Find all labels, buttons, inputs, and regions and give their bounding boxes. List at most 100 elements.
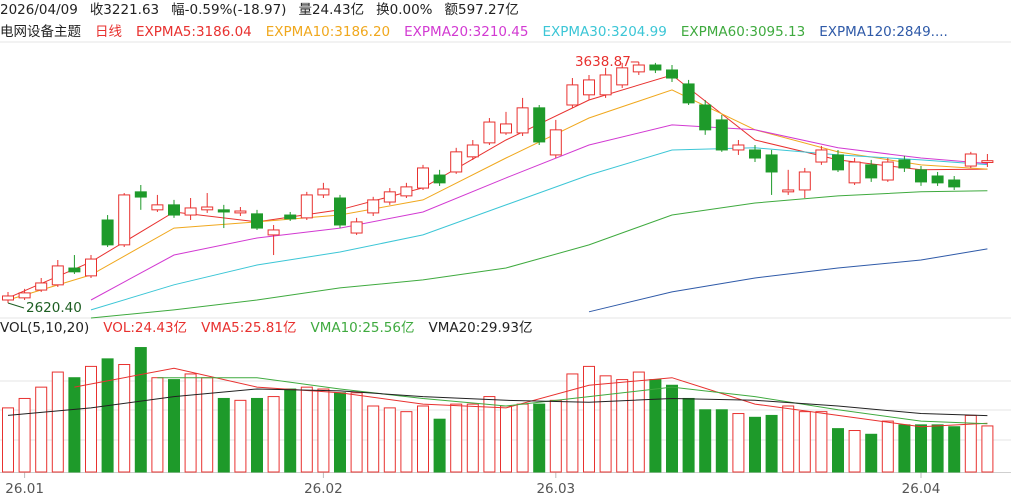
candle-body	[632, 64, 645, 73]
candle-body	[599, 74, 612, 96]
candle-body	[915, 169, 927, 183]
volume-bar	[466, 403, 479, 473]
volume-bar	[383, 407, 396, 473]
indicator-line	[7, 89, 988, 301]
volume-bar	[749, 416, 761, 473]
candle-body	[649, 64, 662, 71]
indicator-line	[90, 190, 988, 319]
volume-bar	[798, 411, 811, 473]
candle-body	[367, 199, 380, 214]
indicator-line	[7, 74, 988, 299]
candle-body	[118, 194, 131, 246]
legend-entry: VOL:24.43亿	[103, 320, 187, 336]
candle-body	[981, 160, 994, 164]
x-tick-label: 26.04	[902, 481, 941, 497]
volume-bar	[201, 377, 214, 473]
volume-bar	[549, 399, 562, 473]
volume-bar	[632, 371, 645, 473]
legend-entry: EXPMA120:2849....	[819, 24, 948, 40]
volume-bar	[782, 405, 795, 473]
volume-bar	[765, 414, 778, 473]
candle-body	[798, 171, 811, 191]
candle-body	[964, 153, 977, 167]
candle-body	[300, 194, 313, 219]
volume-bar	[832, 428, 844, 473]
volume-bar	[599, 375, 612, 473]
candle-body	[666, 69, 678, 79]
annotation: 3638.87	[575, 54, 631, 70]
candle-body	[85, 258, 97, 277]
volume-bar	[915, 424, 927, 473]
annotation: 2620.40	[26, 300, 82, 316]
candle-body	[134, 191, 147, 198]
candle-body	[881, 161, 894, 181]
volume-bar	[616, 379, 629, 473]
turnover: 换0.00%	[376, 2, 433, 18]
candle-body	[782, 189, 795, 193]
volume-bar	[450, 403, 463, 473]
volume-bar	[151, 377, 164, 473]
candle-body	[500, 123, 512, 134]
amount: 额597.27亿	[444, 2, 519, 18]
volume-bar	[500, 405, 512, 473]
volume-bar	[18, 397, 31, 473]
candle-body	[450, 151, 463, 173]
candle-body	[184, 207, 197, 216]
indicator-line	[157, 377, 988, 425]
volume-bar	[948, 426, 961, 473]
candle-body	[68, 267, 81, 273]
candle-body	[483, 121, 496, 144]
candle-body	[383, 191, 396, 203]
legend-entry: VOL(5,10,20)	[0, 320, 89, 336]
candle-body	[898, 159, 911, 169]
candle-body	[267, 229, 280, 236]
candle-body	[201, 206, 214, 211]
candle-body	[168, 204, 180, 216]
volume-bar	[267, 396, 280, 473]
volume-bar	[898, 424, 911, 473]
volume-bar	[732, 413, 745, 473]
volume-bar	[848, 430, 861, 473]
volume-bar	[85, 365, 97, 473]
candle-body	[35, 282, 48, 291]
volume-bar	[649, 379, 662, 473]
legend-entry: EXPMA60:3095.13	[681, 24, 805, 40]
volume-bar	[815, 411, 828, 473]
candle-body	[865, 164, 878, 179]
volume-bar	[101, 358, 114, 473]
candle-body	[2, 295, 14, 301]
volume-bar	[566, 373, 579, 473]
date: 2026/04/09	[0, 2, 78, 18]
volume-bar	[516, 403, 529, 473]
volume-bar	[931, 424, 944, 473]
volume-bar	[666, 384, 678, 473]
candle-body	[533, 107, 546, 143]
legend-entry: 电网设备主题	[0, 23, 81, 40]
legend-entry: EXPMA10:3186.20	[266, 24, 390, 40]
volume-bar	[334, 392, 346, 473]
volume-bar	[400, 411, 413, 473]
indicator-line	[90, 124, 988, 301]
candle-body	[682, 83, 695, 104]
volume-bar	[881, 420, 894, 473]
legend-entry: EXPMA5:3186.04	[136, 24, 252, 40]
volume-bar	[134, 347, 147, 473]
candle-body	[400, 186, 413, 197]
x-tick-label: 26.01	[5, 481, 44, 497]
volume-bar	[350, 392, 363, 473]
legend-entry: EXPMA30:3204.99	[542, 24, 666, 40]
volume-bar	[51, 371, 64, 473]
change: 幅-0.59%(-18.97)	[171, 2, 287, 18]
volume-bar	[483, 396, 496, 473]
candle-body	[765, 154, 778, 173]
candle-body	[566, 84, 579, 106]
indicator-line	[74, 367, 988, 428]
annotation-line	[7, 302, 25, 309]
volume-bar	[433, 418, 446, 473]
candle-body	[350, 221, 363, 234]
candle-body	[417, 167, 429, 189]
x-tick-label: 26.02	[304, 481, 343, 497]
legend-entry: VMA20:29.93亿	[428, 320, 532, 336]
